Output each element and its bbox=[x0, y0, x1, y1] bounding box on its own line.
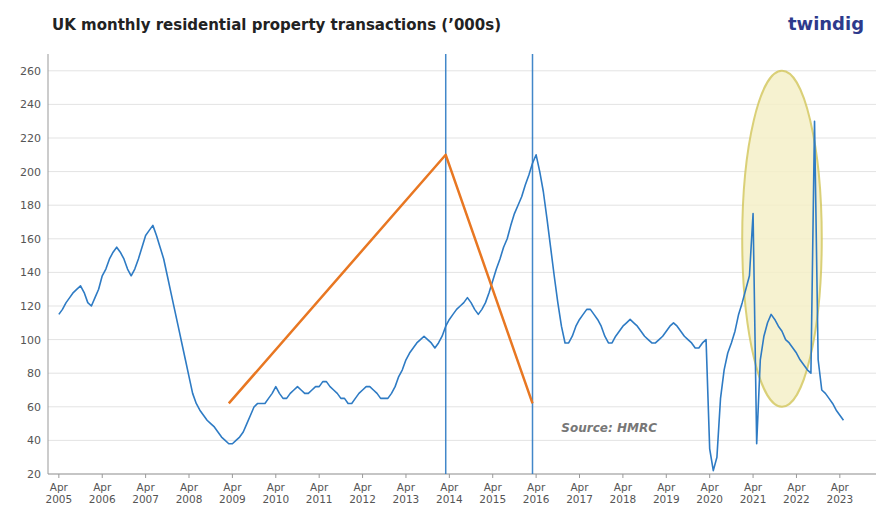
x-tick-label: Apr2006 bbox=[89, 481, 116, 505]
x-tick-label: Apr2008 bbox=[176, 481, 203, 505]
x-tick bbox=[319, 474, 320, 478]
y-tick-label: 240 bbox=[20, 98, 41, 111]
y-tick-label: 20 bbox=[27, 468, 41, 481]
title: UK monthly residential property transact… bbox=[52, 16, 501, 34]
x-tick bbox=[102, 474, 103, 478]
plot-area bbox=[59, 54, 844, 474]
y-tick-label: 180 bbox=[20, 199, 41, 212]
x-tick bbox=[622, 474, 623, 478]
y-tick-label: 100 bbox=[20, 334, 41, 347]
x-tick-label: Apr2020 bbox=[696, 481, 723, 505]
y-tick-label: 260 bbox=[20, 65, 41, 78]
x-tick-label: Apr2007 bbox=[132, 481, 159, 505]
grid-line bbox=[48, 474, 876, 475]
x-axis: Apr2005 Apr2006 Apr2007 Apr2008 Apr2009 Apr20… bbox=[45, 474, 853, 505]
y-tick-label: 80 bbox=[27, 367, 41, 380]
y-tick-label: 160 bbox=[20, 233, 41, 246]
x-tick bbox=[839, 474, 840, 478]
source-note: Source: HMRC bbox=[561, 421, 657, 435]
x-tick bbox=[275, 474, 276, 478]
x-tick bbox=[362, 474, 363, 478]
x-tick-label: Apr2023 bbox=[826, 481, 853, 505]
transactions-line bbox=[59, 121, 844, 470]
x-tick-label: Apr2011 bbox=[306, 481, 333, 505]
grid-line bbox=[48, 70, 876, 71]
vertical-line bbox=[532, 54, 534, 474]
logo: twindig bbox=[788, 13, 864, 34]
y-tick-label: 40 bbox=[27, 434, 41, 447]
x-tick-label: Apr2017 bbox=[566, 481, 593, 505]
grid-line bbox=[48, 440, 876, 441]
stamp-duty-line bbox=[229, 155, 533, 404]
x-tick bbox=[796, 474, 797, 478]
x-tick bbox=[709, 474, 710, 478]
y-axis: 20 40 60 80 100 120 140 160 180 200 220 240 260 bbox=[20, 65, 876, 481]
x-tick bbox=[232, 474, 233, 478]
x-tick bbox=[753, 474, 754, 478]
x-tick-label: Apr2018 bbox=[610, 481, 637, 505]
y-axis-line bbox=[48, 54, 49, 474]
grid-line bbox=[48, 406, 876, 407]
x-tick bbox=[189, 474, 190, 478]
x-tick-label: Apr2005 bbox=[45, 481, 72, 505]
x-tick-label: Apr2012 bbox=[349, 481, 376, 505]
x-tick-label: Apr2016 bbox=[523, 481, 550, 505]
y-tick-label: 200 bbox=[20, 166, 41, 179]
x-axis-line bbox=[48, 474, 876, 475]
x-tick-label: Apr2022 bbox=[783, 481, 810, 505]
x-tick-label: Apr2013 bbox=[393, 481, 420, 505]
x-tick bbox=[145, 474, 146, 478]
y-tick-label: 220 bbox=[20, 132, 41, 145]
x-tick bbox=[666, 474, 667, 478]
x-tick-label: Apr2015 bbox=[479, 481, 506, 505]
grid-line bbox=[48, 373, 876, 374]
x-tick bbox=[492, 474, 493, 478]
y-tick-label: 60 bbox=[27, 401, 41, 414]
y-tick-label: 120 bbox=[20, 300, 41, 313]
x-tick bbox=[536, 474, 537, 478]
x-tick bbox=[449, 474, 450, 478]
chart: 20 40 60 80 100 120 140 160 180 200 220 240 260 Apr20… bbox=[0, 0, 896, 522]
x-tick bbox=[405, 474, 406, 478]
grid-line bbox=[48, 104, 876, 105]
x-tick bbox=[579, 474, 580, 478]
x-tick-label: Apr2009 bbox=[219, 481, 246, 505]
x-tick-label: Apr2019 bbox=[653, 481, 680, 505]
x-tick-label: Apr2010 bbox=[262, 481, 289, 505]
x-tick-label: Apr2021 bbox=[740, 481, 767, 505]
x-tick-label: Apr2014 bbox=[436, 481, 463, 505]
vertical-line bbox=[445, 54, 447, 474]
y-tick-label: 140 bbox=[20, 266, 41, 279]
x-tick bbox=[58, 474, 59, 478]
